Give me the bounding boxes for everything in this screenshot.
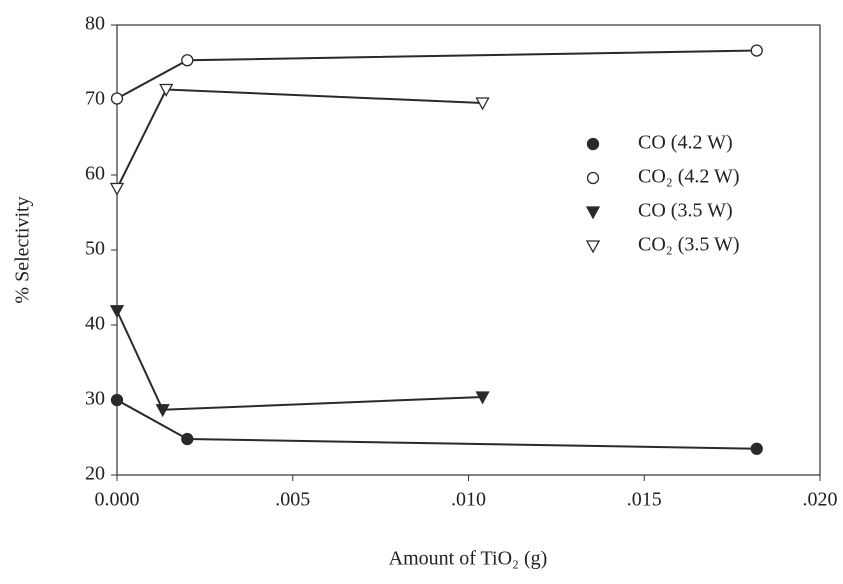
series-line: [116, 88, 483, 189]
x-tick-label: 0.000: [95, 489, 140, 511]
y-tick-label: 30: [85, 388, 105, 410]
legend-marker: [585, 240, 601, 254]
legend-marker: [586, 137, 600, 151]
marker: [110, 393, 124, 407]
y-tick-label: 60: [85, 163, 105, 185]
legend-label: CO₂ (3.5 W): [638, 234, 740, 256]
legend-label: CO (4.2 W): [638, 132, 733, 154]
legend-marker: [585, 206, 601, 220]
marker: [750, 44, 763, 57]
marker: [109, 305, 125, 319]
marker: [159, 83, 174, 97]
x-tick-label: .015: [627, 489, 662, 511]
marker: [110, 92, 124, 105]
marker: [155, 404, 170, 418]
x-axis-label: Amount of TiO₂ (g): [389, 548, 548, 570]
legend-marker: [586, 171, 600, 185]
marker: [750, 442, 763, 455]
legend-label: CO (3.5 W): [638, 200, 733, 222]
x-tick-label: .005: [275, 489, 310, 511]
legend-label: CO₂ (4.2 W): [638, 166, 740, 188]
y-tick-label: 50: [85, 238, 105, 260]
y-axis-label: % Selectivity: [12, 196, 34, 303]
y-tick-label: 70: [85, 88, 105, 110]
series-line: [116, 310, 483, 411]
marker: [475, 391, 490, 405]
x-tick-label: .020: [803, 489, 838, 511]
x-tick-label: .010: [451, 489, 486, 511]
marker: [181, 432, 194, 446]
marker: [181, 54, 194, 67]
y-tick-label: 40: [85, 313, 105, 335]
marker: [475, 97, 490, 111]
y-tick-label: 20: [85, 463, 105, 485]
y-tick-label: 80: [85, 13, 105, 35]
marker: [109, 182, 125, 196]
